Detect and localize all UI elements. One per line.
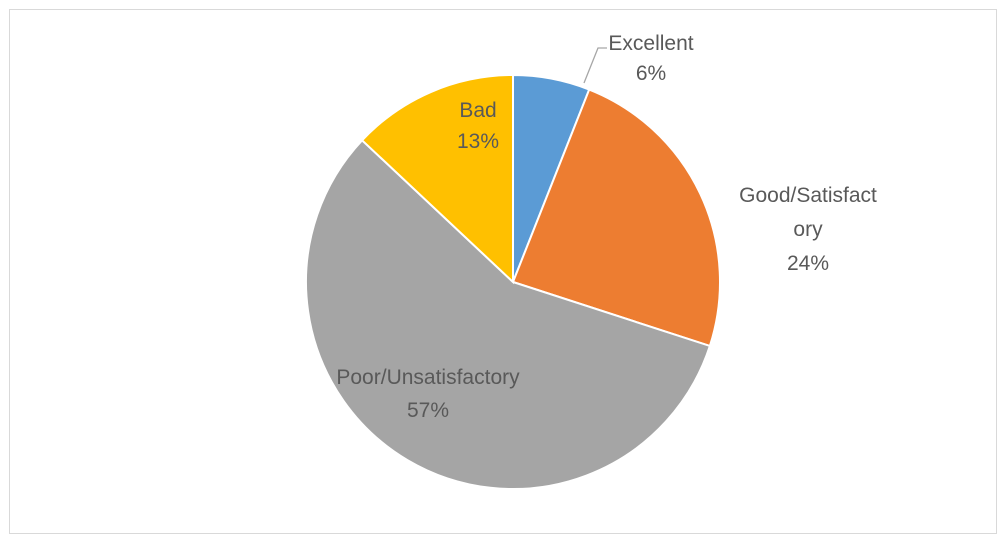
leader-line-excellent (583, 47, 607, 84)
leader-lines (583, 47, 607, 84)
data-label-poor-unsatisfactory: Poor/Unsatisfactory 57% (336, 366, 520, 422)
data-label-good-satisfactory: Good/Satisfact ory 24% (739, 184, 877, 275)
data-label-bad: Bad 13% (457, 99, 499, 153)
data-label-excellent: Excellent 6% (608, 32, 693, 85)
data-labels: Excellent 6% Good/Satisfact ory 24% Poor/Unsa… (336, 32, 877, 422)
slice-good-satisfactory (511, 88, 721, 348)
slice-bad (360, 73, 514, 285)
slice-poor-unsatisfactory (305, 138, 712, 490)
pie-slices (305, 73, 721, 490)
